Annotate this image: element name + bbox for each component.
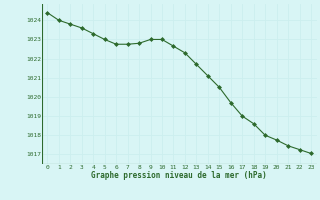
X-axis label: Graphe pression niveau de la mer (hPa): Graphe pression niveau de la mer (hPa) bbox=[91, 171, 267, 180]
